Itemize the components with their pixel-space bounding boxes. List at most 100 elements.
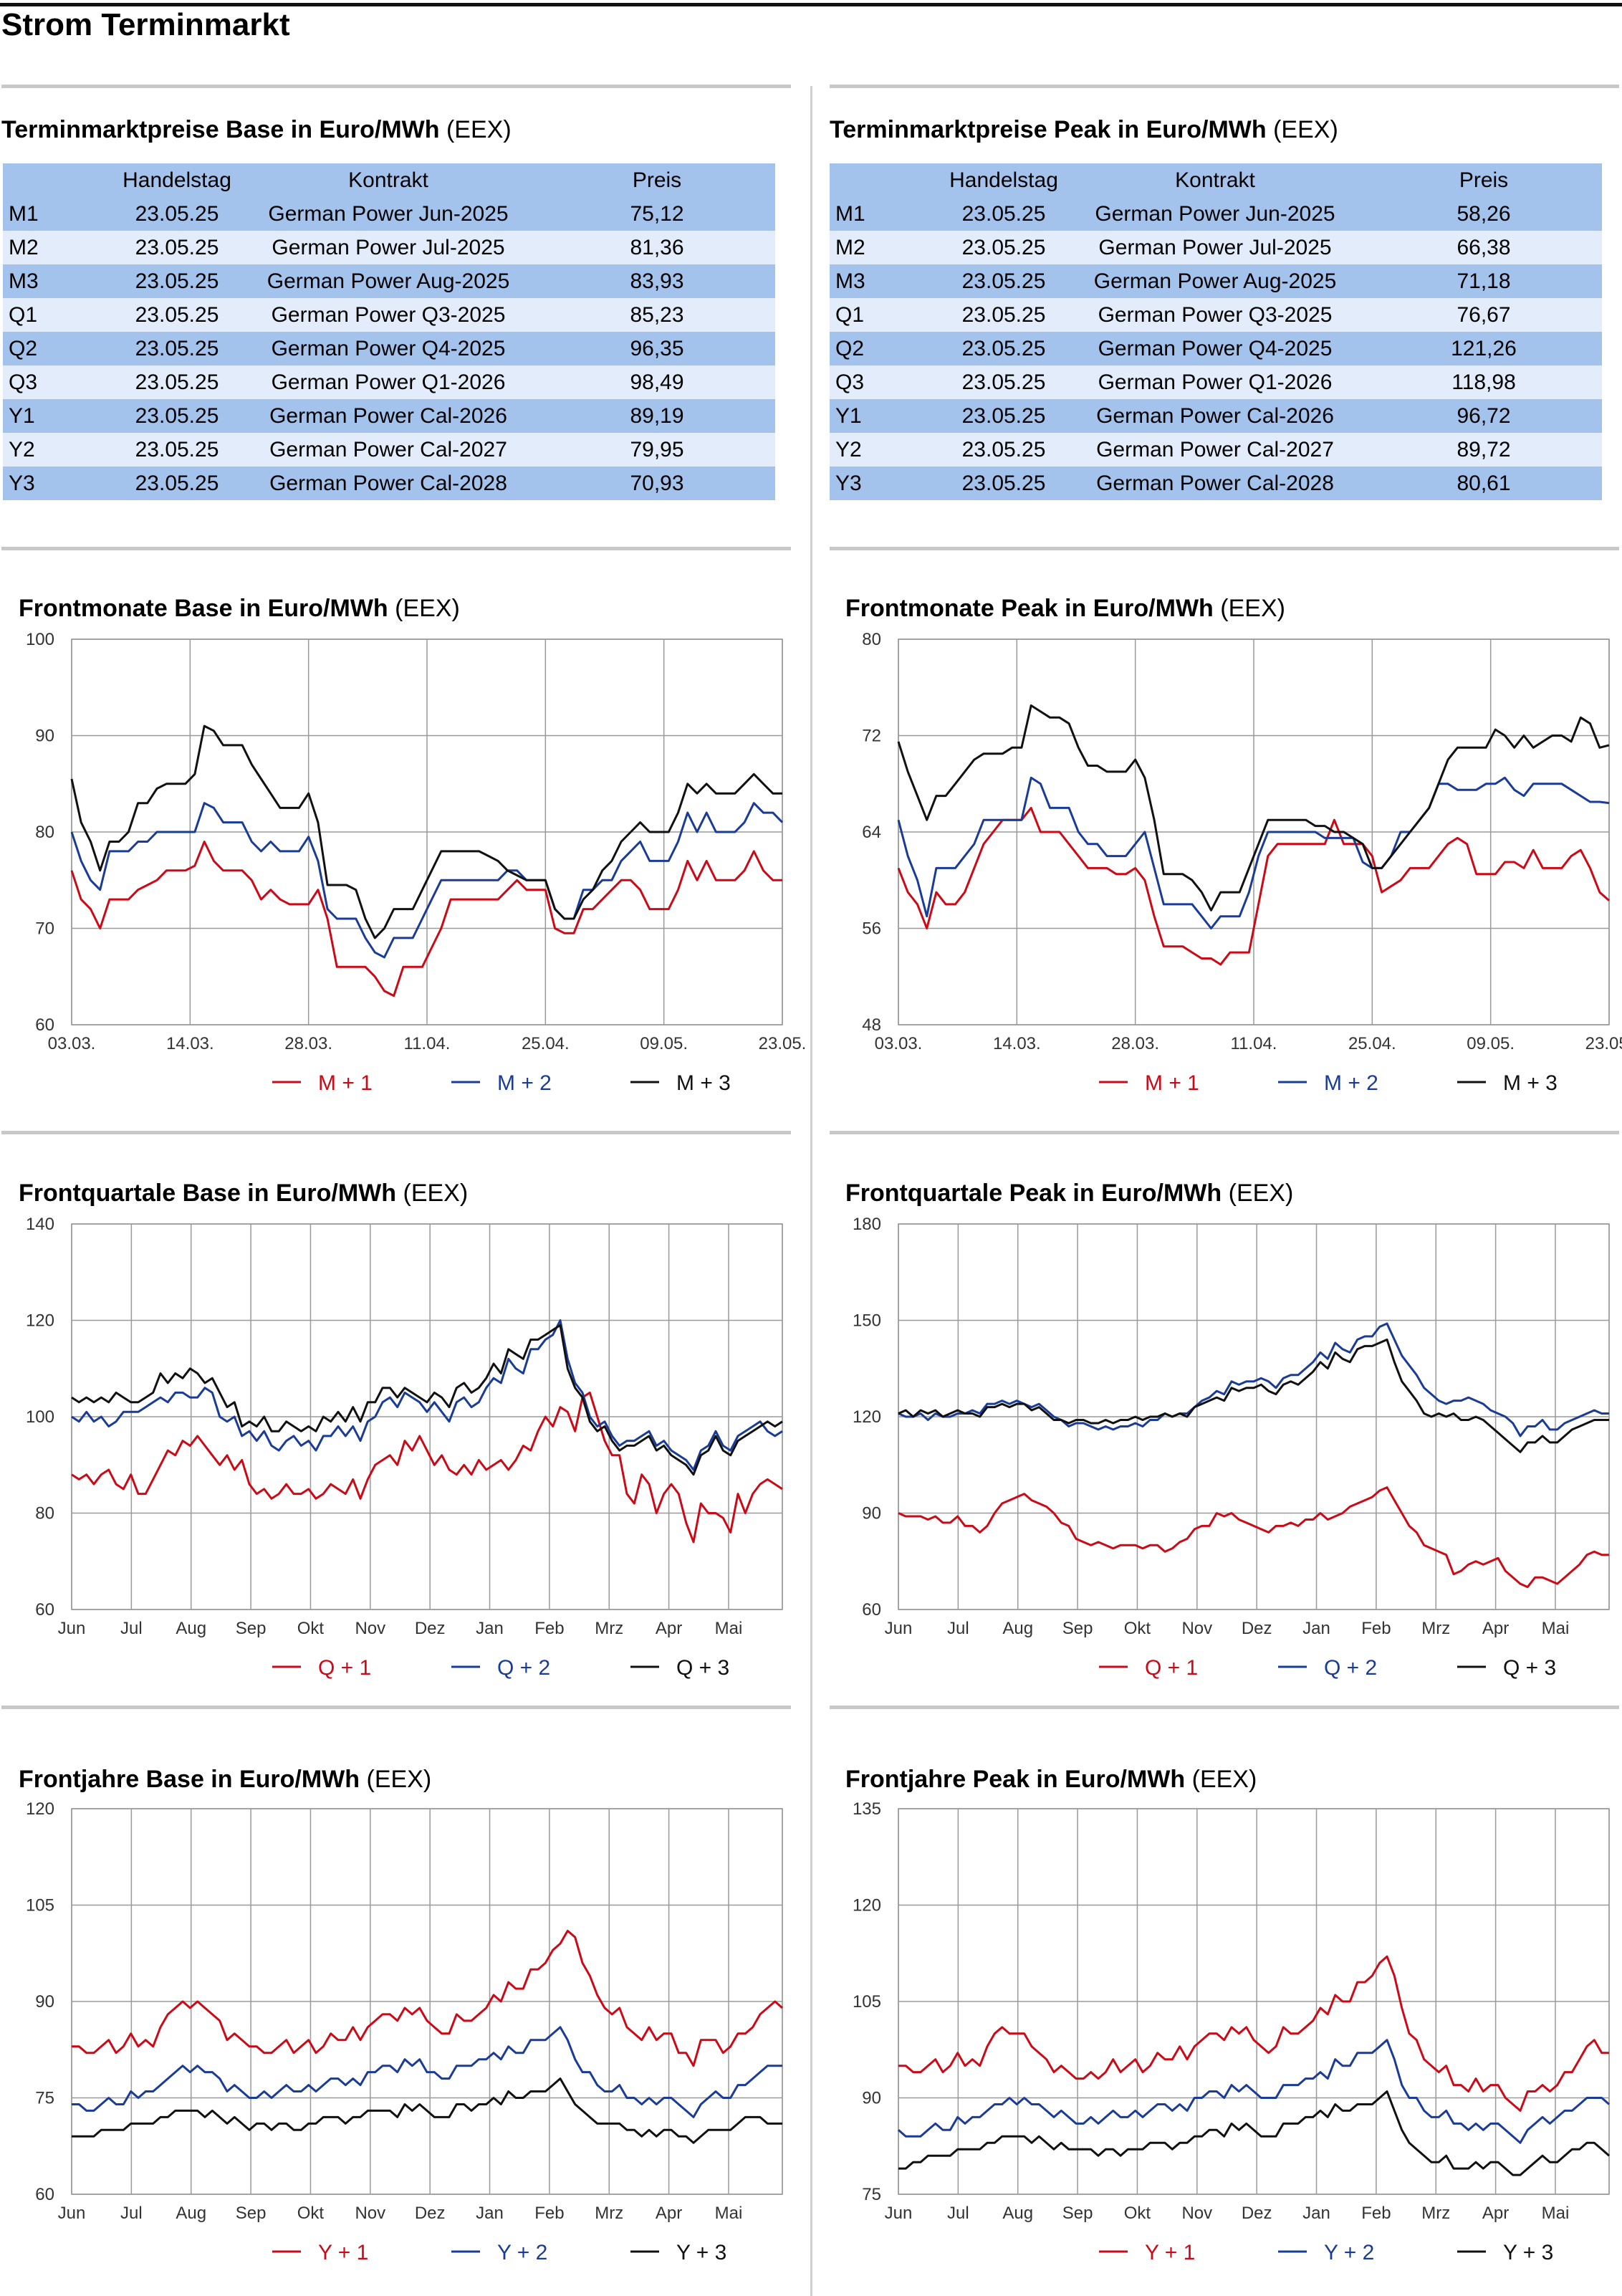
x-tick-label: Aug xyxy=(1002,1619,1033,1638)
trade-date: 23.05.25 xyxy=(116,433,238,467)
y-tick-label: 100 xyxy=(26,1407,54,1427)
x-tick-label: Mai xyxy=(1542,1619,1570,1638)
divider xyxy=(830,547,1619,550)
trade-date: 23.05.25 xyxy=(116,399,238,433)
y-tick-label: 60 xyxy=(862,1600,881,1620)
x-tick-label: 14.03. xyxy=(166,1034,214,1053)
contract-name: German Power Jun-2025 xyxy=(1065,197,1366,231)
x-tick-label: Aug xyxy=(176,2204,206,2223)
legend-label: Q + 3 xyxy=(676,1656,729,1680)
series-line-1 xyxy=(72,1929,783,2067)
row-label: M1 xyxy=(3,197,116,231)
price-value: 71,18 xyxy=(1366,264,1602,298)
row-label: Y1 xyxy=(3,399,116,433)
trade-date: 23.05.25 xyxy=(943,467,1065,500)
y-tick-label: 48 xyxy=(862,1015,881,1035)
x-tick-label: Mai xyxy=(715,1619,743,1638)
price-value: 79,95 xyxy=(539,433,775,467)
table-row: Y2 23.05.25 German Power Cal-2027 89,72 xyxy=(830,433,1602,467)
price-value: 96,72 xyxy=(1366,399,1602,433)
y-tick-label: 90 xyxy=(862,1504,881,1524)
x-tick-label: Sep xyxy=(1062,2204,1093,2223)
table-row: Y3 23.05.25 German Power Cal-2028 80,61 xyxy=(830,467,1602,500)
table-row: Y2 23.05.25 German Power Cal-2027 79,95 xyxy=(3,433,775,467)
x-tick-label: Okt xyxy=(1124,1619,1151,1638)
chart-title: Frontjahre Peak in Euro/MWh (EEX) xyxy=(845,1766,1257,1793)
legend-label: Y + 1 xyxy=(1145,2241,1195,2264)
series-line-3 xyxy=(898,1338,1609,1453)
x-tick-label: 11.04. xyxy=(1231,1034,1277,1053)
table-header-row: Handelstag Kontrakt Preis xyxy=(830,163,1602,197)
x-tick-label: Mrz xyxy=(595,2204,623,2223)
legend-label: Y + 1 xyxy=(318,2241,368,2264)
legend-label: M + 2 xyxy=(497,1071,552,1095)
series-line-1 xyxy=(70,841,782,998)
price-value: 80,61 xyxy=(1366,467,1602,500)
column-divider xyxy=(810,86,812,2296)
trade-date: 23.05.25 xyxy=(116,298,238,332)
trade-date: 23.05.25 xyxy=(116,365,238,399)
series-line-3 xyxy=(71,1324,783,1476)
x-tick-label: Okt xyxy=(1124,2204,1151,2223)
divider xyxy=(830,1706,1619,1709)
x-tick-label: Nov xyxy=(355,1619,385,1638)
table-row: Q3 23.05.25 German Power Q1-2026 98,49 xyxy=(3,365,775,399)
row-label: Y2 xyxy=(3,433,116,467)
y-tick-label: 75 xyxy=(862,2185,881,2204)
trade-date: 23.05.25 xyxy=(943,332,1065,365)
x-tick-label: Aug xyxy=(176,1619,206,1638)
x-tick-label: Mrz xyxy=(1421,1619,1450,1638)
x-tick-label: Jul xyxy=(947,2204,969,2223)
table-row: Y1 23.05.25 German Power Cal-2026 89,19 xyxy=(3,399,775,433)
series-line-1 xyxy=(898,1955,1609,2112)
row-label: M3 xyxy=(3,264,116,298)
x-tick-label: Nov xyxy=(1181,1619,1212,1638)
x-tick-label: Dez xyxy=(415,2204,446,2223)
price-value: 81,36 xyxy=(539,231,775,264)
x-tick-label: Jan xyxy=(1302,2204,1330,2223)
table-row: Q2 23.05.25 German Power Q4-2025 121,26 xyxy=(830,332,1602,365)
row-label: Q1 xyxy=(3,298,116,332)
x-tick-label: 03.03. xyxy=(875,1034,923,1053)
y-tick-label: 120 xyxy=(853,1407,881,1427)
x-tick-label: Feb xyxy=(534,1619,564,1638)
x-tick-label: Feb xyxy=(1361,1619,1391,1638)
legend-label: M + 2 xyxy=(1324,1071,1378,1095)
legend-label: Q + 1 xyxy=(1145,1656,1198,1680)
x-tick-label: Feb xyxy=(534,2204,564,2223)
contract-name: German Power Q4-2025 xyxy=(1065,332,1366,365)
x-tick-label: 09.05. xyxy=(1467,1034,1515,1053)
trade-date: 23.05.25 xyxy=(116,264,238,298)
price-value: 75,12 xyxy=(539,197,775,231)
trade-date: 23.05.25 xyxy=(943,231,1065,264)
x-tick-label: Mai xyxy=(1542,2204,1570,2223)
price-value: 89,72 xyxy=(1366,433,1602,467)
x-tick-label: 03.03. xyxy=(48,1034,96,1053)
row-label: Q3 xyxy=(3,365,116,399)
table-title-base: Terminmarktpreise Base in Euro/MWh (EEX) xyxy=(1,116,512,143)
row-label: Q3 xyxy=(830,365,943,399)
price-value: 98,49 xyxy=(539,365,775,399)
y-tick-label: 105 xyxy=(26,1896,54,1915)
table-title-peak: Terminmarktpreise Peak in Euro/MWh (EEX) xyxy=(830,116,1338,143)
y-tick-label: 72 xyxy=(862,727,881,746)
table-row: Q1 23.05.25 German Power Q3-2025 85,23 xyxy=(3,298,775,332)
x-tick-label: Apr xyxy=(656,2204,682,2223)
top-rule xyxy=(0,3,1622,6)
header-cell xyxy=(830,163,943,197)
legend-label: Y + 2 xyxy=(497,2241,547,2264)
header-cell: Preis xyxy=(1366,163,1602,197)
y-tick-label: 60 xyxy=(35,1015,54,1035)
x-tick-label: Jun xyxy=(58,2204,86,2223)
contract-name: German Power Cal-2026 xyxy=(1065,399,1366,433)
row-label: M1 xyxy=(830,197,943,231)
table-row: Q2 23.05.25 German Power Q4-2025 96,35 xyxy=(3,332,775,365)
x-tick-label: Okt xyxy=(297,2204,325,2223)
x-tick-label: 25.04. xyxy=(522,1034,570,1053)
legend-label: Q + 2 xyxy=(1324,1656,1377,1680)
series-line-2 xyxy=(70,802,784,959)
series-line-3 xyxy=(897,704,1610,912)
trade-date: 23.05.25 xyxy=(116,231,238,264)
legend-label: Q + 3 xyxy=(1503,1656,1556,1680)
x-tick-label: Mrz xyxy=(1421,2204,1450,2223)
